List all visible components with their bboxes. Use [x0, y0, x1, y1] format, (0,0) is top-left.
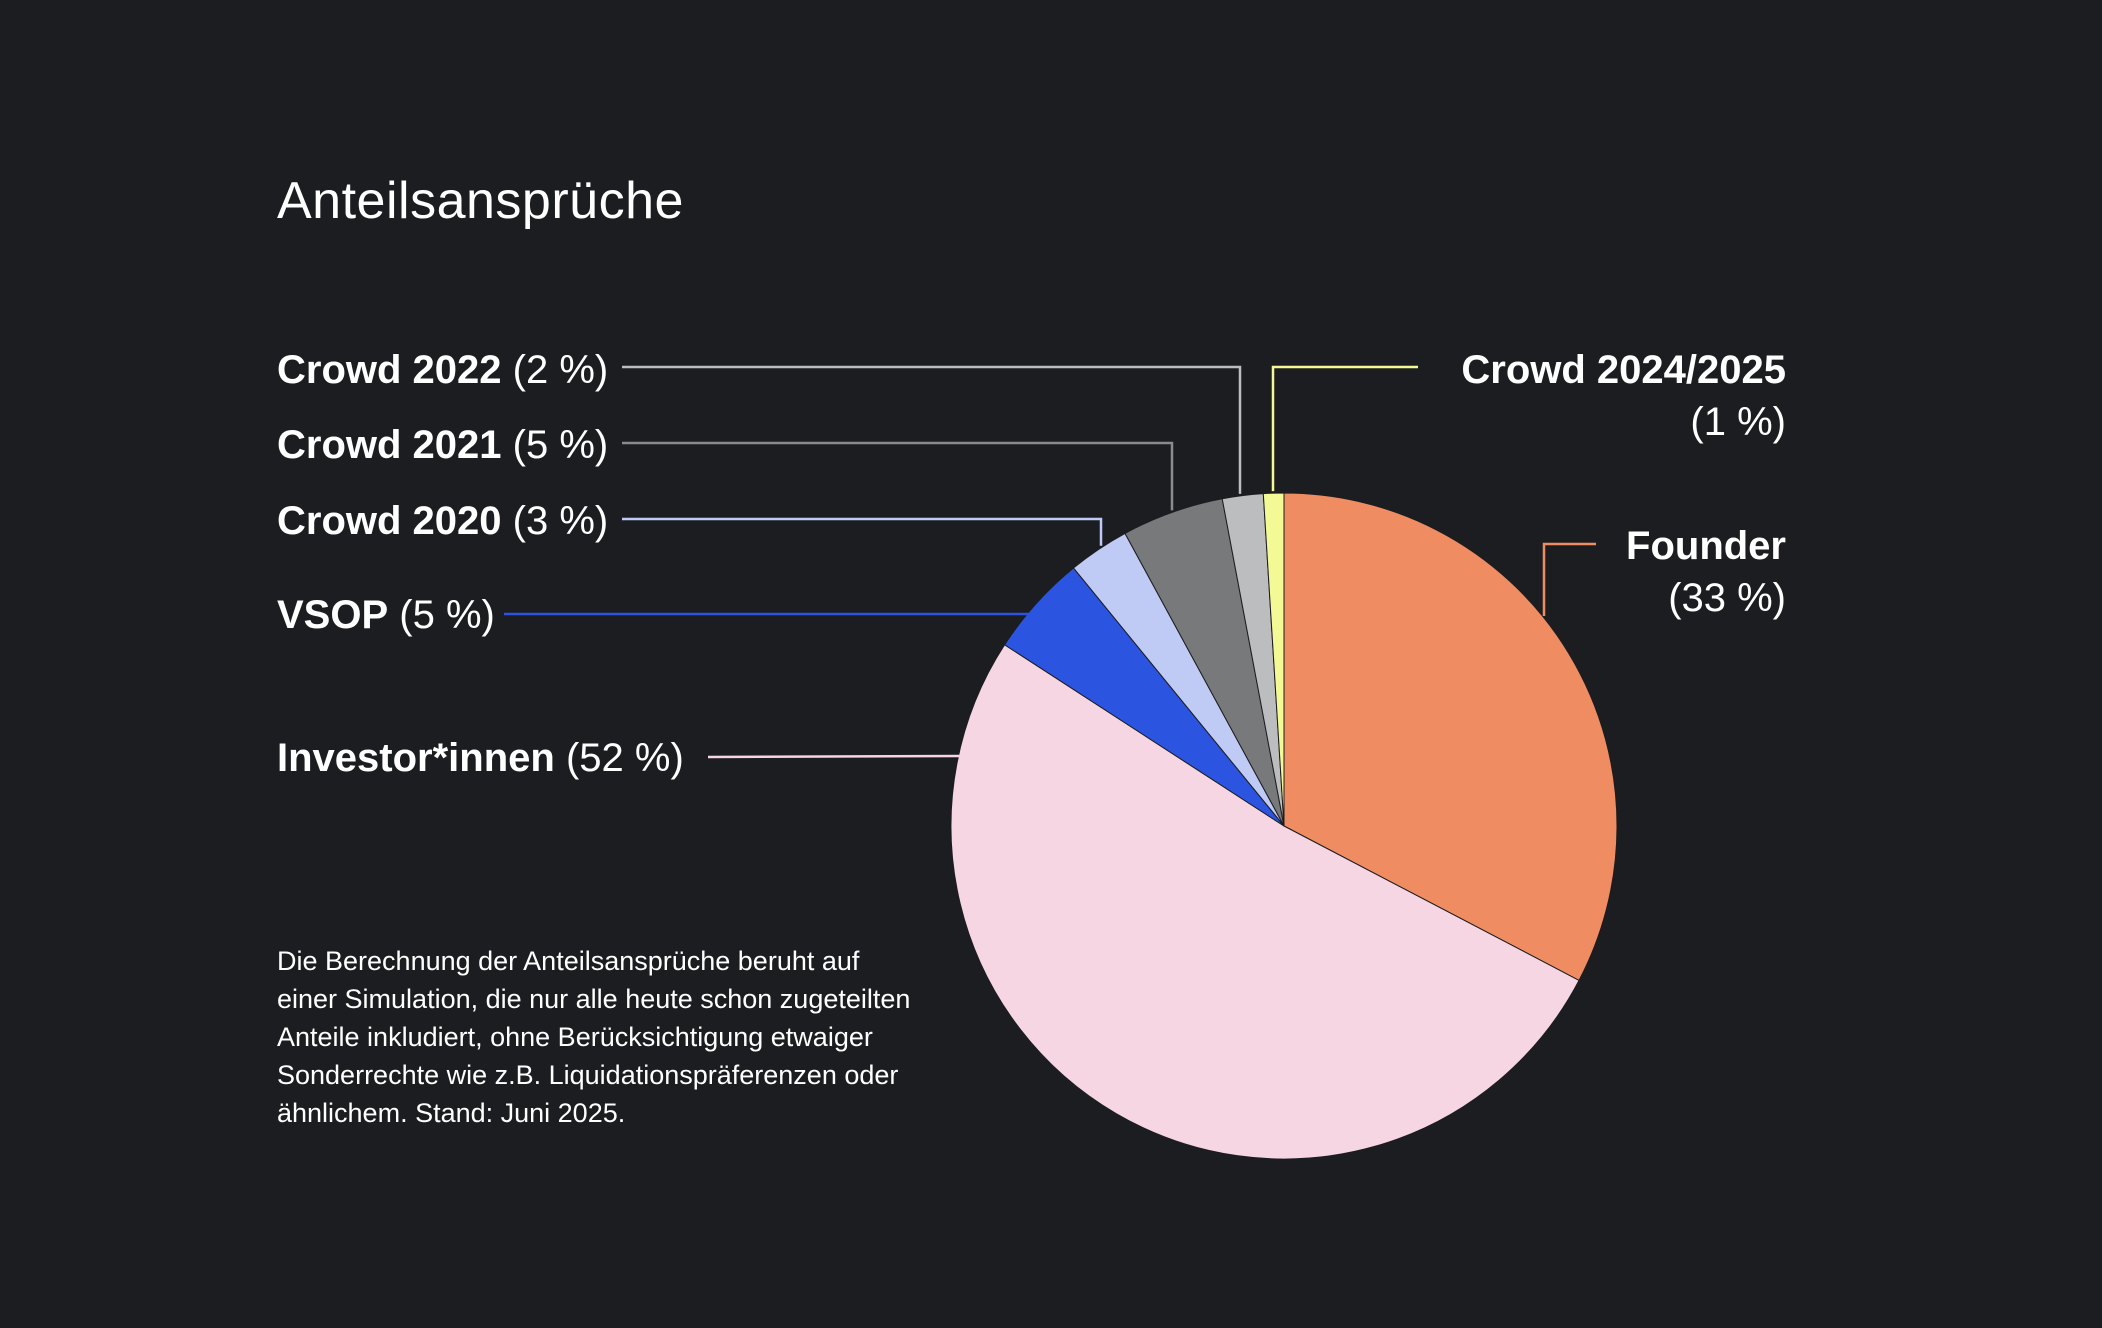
label-vsop: VSOP (5 %) — [277, 589, 495, 641]
label-name: VSOP — [277, 593, 389, 637]
pie-slice-founder — [1283, 492, 1618, 982]
label-name: Crowd 2022 — [277, 348, 502, 392]
label-percent: (5 %) — [399, 593, 495, 637]
leader-line-investor — [707, 754, 961, 759]
label-percent: (52 %) — [565, 736, 684, 780]
pie-slice-investor — [950, 644, 1580, 1160]
pie-slice-crowd2425 — [1262, 492, 1285, 827]
label-percent: (33 %) — [1668, 576, 1786, 620]
leader-line-crowd2425 — [1271, 365, 1418, 492]
label-name: Crowd 2020 — [277, 499, 502, 543]
label-investor: Investor*innen (52 %) — [277, 732, 684, 784]
label-crowd2021: Crowd 2021 (5 %) — [277, 419, 608, 471]
leader-line-founder — [1542, 542, 1596, 616]
chart-title: Anteilsansprüche — [277, 172, 684, 230]
label-percent: (1 %) — [1690, 400, 1786, 444]
leader-line-crowd2021 — [622, 441, 1174, 511]
label-founder: Founder (33 %) — [1626, 520, 1786, 624]
label-crowd2425: Crowd 2024/2025 (1 %) — [1461, 344, 1786, 448]
leader-line-crowd2020 — [622, 517, 1103, 546]
label-crowd2020: Crowd 2020 (3 %) — [277, 495, 608, 547]
footnote: Die Berechnung der Anteilsansprüche beru… — [277, 946, 911, 1128]
label-percent: (5 %) — [512, 423, 609, 467]
label-percent: (3 %) — [512, 499, 609, 543]
label-percent: (2 %) — [512, 348, 609, 392]
label-name: Founder — [1626, 524, 1786, 568]
label-name: Crowd 2021 — [277, 423, 502, 467]
label-crowd2022: Crowd 2022 (2 %) — [277, 344, 608, 396]
label-name: Crowd 2024/2025 — [1461, 348, 1786, 392]
label-name: Investor*innen — [277, 736, 555, 780]
leader-line-crowd2022 — [622, 365, 1242, 494]
